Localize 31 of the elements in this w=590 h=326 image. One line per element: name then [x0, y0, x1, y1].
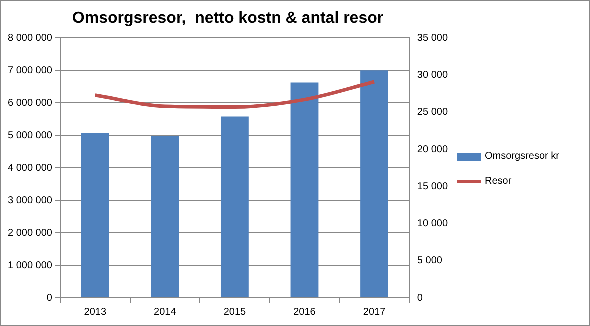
legend-label: Resor	[485, 176, 512, 187]
y-tick-label: 6 000 000	[8, 98, 53, 109]
y2-tick-label: 10 000	[417, 218, 448, 230]
y2-tick-label: 15 000	[417, 181, 448, 192]
y2-tick-label: 35 000	[417, 32, 448, 44]
x-tick-label: 2015	[224, 306, 247, 318]
y-tick-label: 8 000 000	[8, 32, 53, 44]
y2-tick-label: 20 000	[417, 144, 448, 156]
chart-title: Omsorgsresor, netto kostn & antal resor	[72, 10, 384, 28]
y-tick-label: 1 000 000	[8, 260, 53, 272]
bar	[220, 116, 249, 298]
legend-label: Omsorgsresor kr	[485, 151, 560, 162]
bar	[151, 136, 180, 298]
y-tick-label: 5 000 000	[8, 130, 53, 142]
y2-tick-label: 5 000	[417, 256, 443, 267]
y2-tick-label: 25 000	[417, 107, 448, 118]
y-tick-label: 4 000 000	[8, 162, 53, 174]
bar	[360, 70, 388, 298]
bar	[81, 133, 110, 298]
x-tick-label: 2013	[84, 306, 107, 318]
y-tick-label: 3 000 000	[8, 195, 53, 206]
x-tick-label: 2014	[154, 306, 177, 318]
x-tick-label: 2016	[294, 306, 316, 318]
x-tick-label: 2017	[363, 306, 386, 318]
y-tick-label: 7 000 000	[8, 65, 53, 76]
y-tick-label: 0	[46, 292, 53, 304]
bar	[290, 82, 319, 298]
y2-tick-label: 0	[417, 292, 424, 304]
line-series	[94, 80, 376, 109]
y-tick-label: 2 000 000	[8, 228, 53, 239]
y2-tick-label: 30 000	[417, 70, 448, 82]
